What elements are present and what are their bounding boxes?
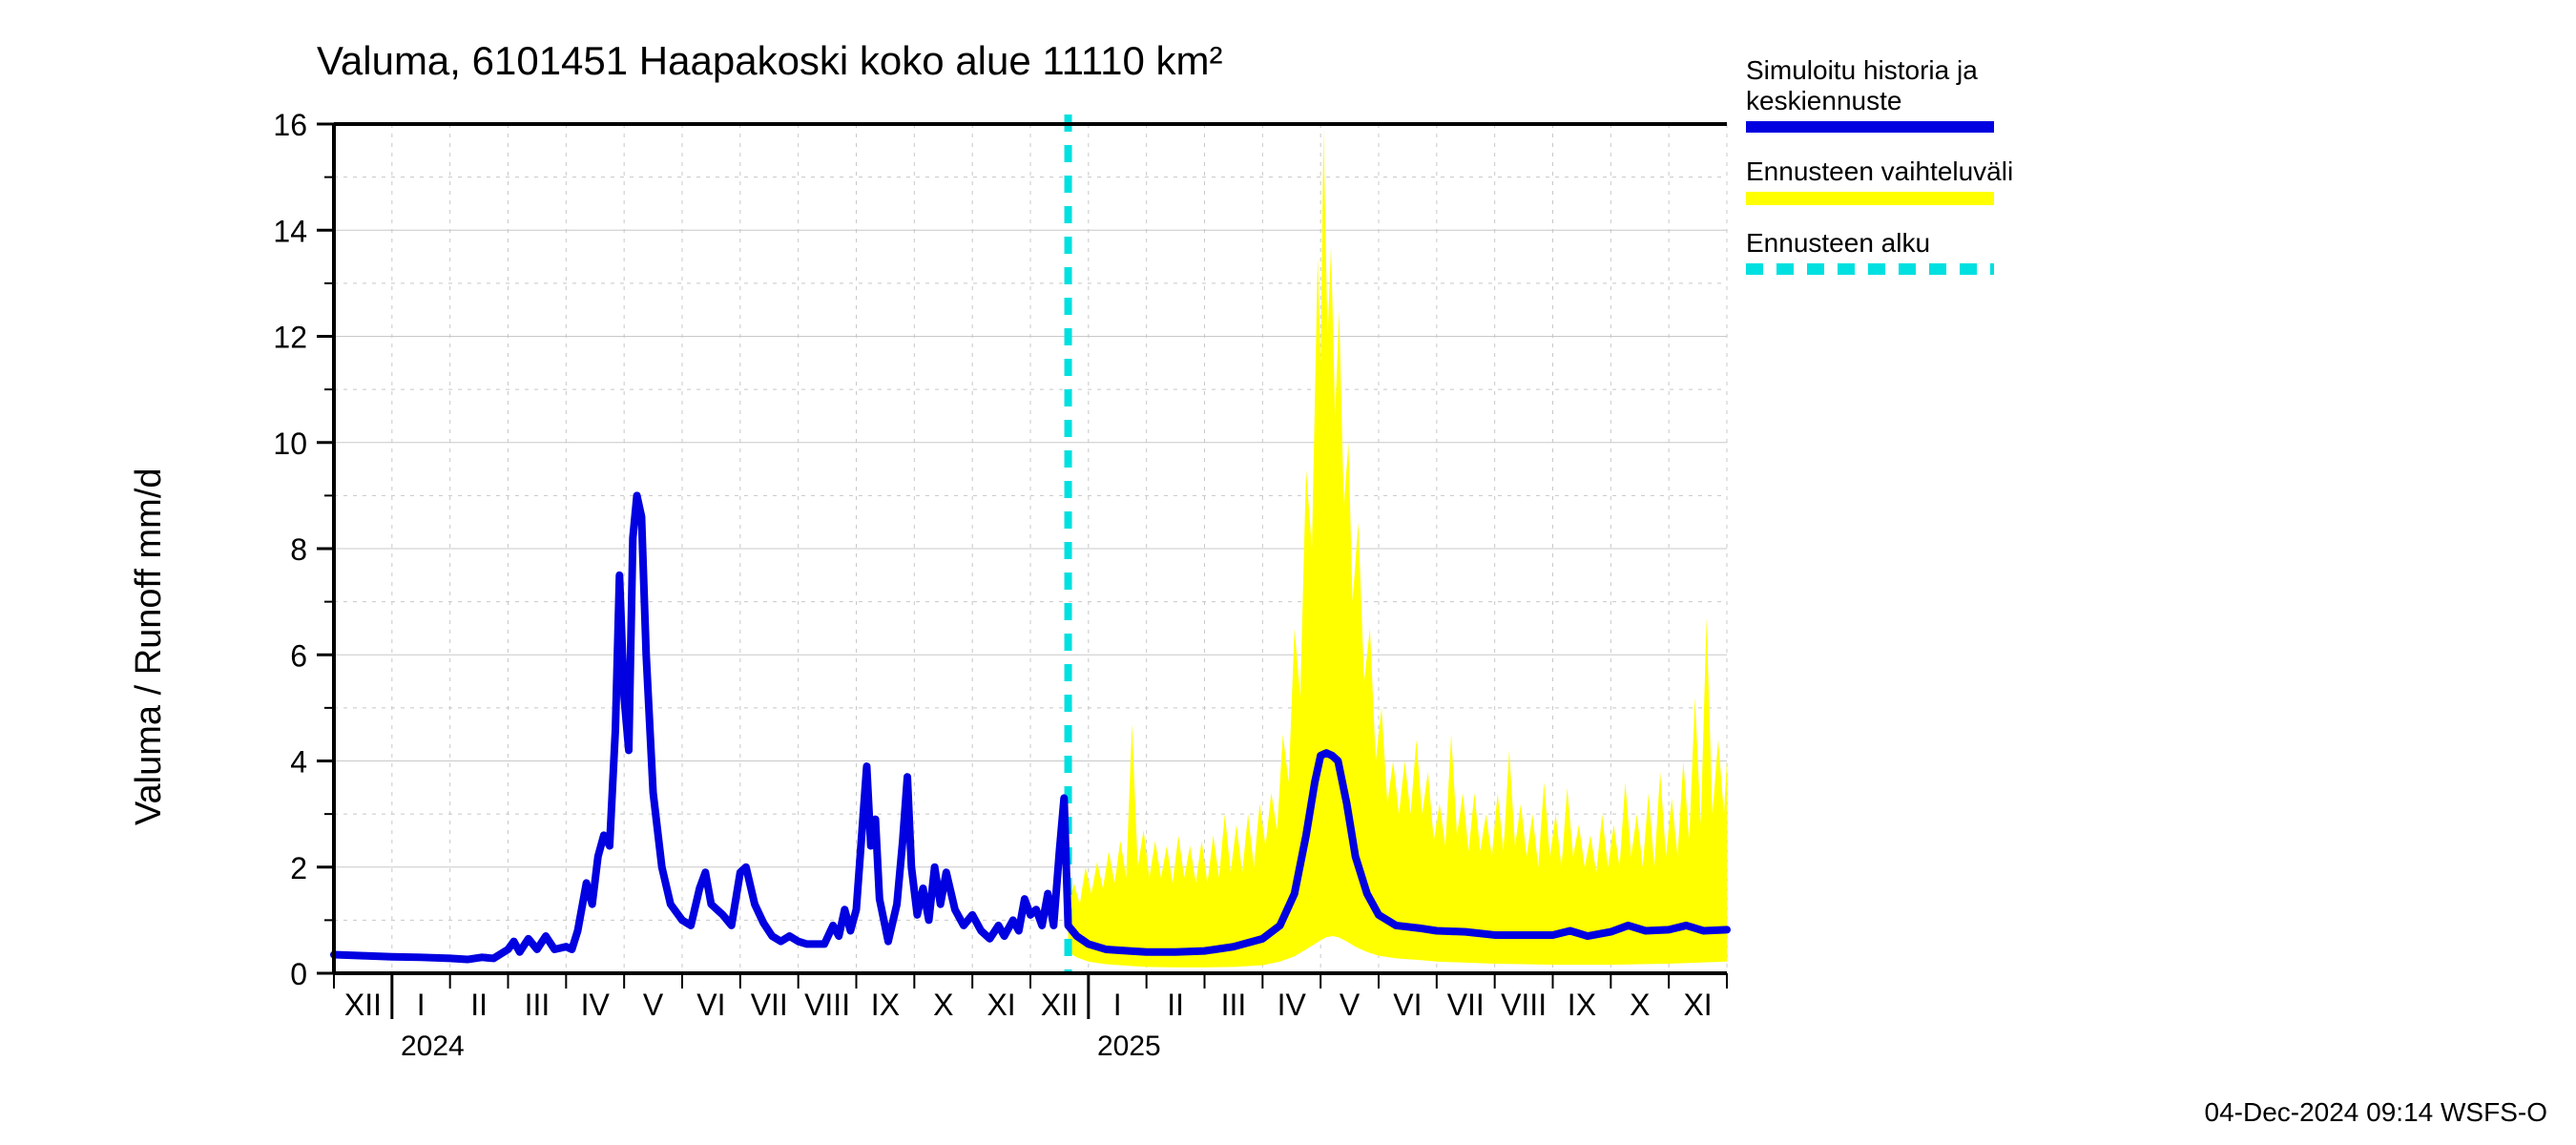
footer-timestamp: 04-Dec-2024 09:14 WSFS-O (2205, 1097, 2548, 1128)
x-year-label: 2024 (401, 1030, 465, 1062)
x-month-label: II (470, 988, 488, 1022)
legend-entry: Simuloitu historia ja keskiennuste (1746, 55, 1994, 137)
legend-label: Ennusteen vaihteluväli (1746, 156, 2013, 187)
x-month-label: III (525, 988, 551, 1022)
chart-title: Valuma, 6101451 Haapakoski koko alue 111… (317, 38, 1222, 84)
x-month-label: I (417, 988, 426, 1022)
plot-svg: 0246810121416XIIIIIIIIIVVVIVIIVIIIIXXXIX… (0, 0, 2576, 1145)
y-tick-label: 14 (273, 214, 307, 248)
x-month-label: III (1221, 988, 1247, 1022)
x-month-label: IV (581, 988, 611, 1022)
y-tick-label: 6 (290, 638, 307, 673)
x-month-label: VIII (1501, 988, 1547, 1022)
y-tick-label: 0 (290, 957, 307, 991)
legend-entry: Ennusteen alku (1746, 228, 1994, 280)
y-tick-label: 4 (290, 745, 307, 780)
x-month-label: XI (1683, 988, 1712, 1022)
x-month-label: XII (1041, 988, 1078, 1022)
y-tick-label: 16 (273, 108, 307, 142)
x-month-label: I (1113, 988, 1122, 1022)
x-month-label: V (643, 988, 664, 1022)
x-year-label: 2025 (1097, 1030, 1161, 1062)
x-month-label: XII (344, 988, 382, 1022)
legend-label: Ennusteen alku (1746, 228, 1994, 259)
legend-swatch (1746, 192, 1994, 209)
x-month-label: IX (1568, 988, 1596, 1022)
y-axis-label: Valuma / Runoff mm/d (129, 468, 170, 825)
x-month-label: VIII (804, 988, 850, 1022)
x-month-label: IV (1278, 988, 1307, 1022)
legend-entry: Ennusteen vaihteluväli (1746, 156, 2013, 208)
chart-container: { "title": "Valuma, 6101451 Haapakoski k… (0, 0, 2576, 1145)
legend-label: Simuloitu historia ja keskiennuste (1746, 55, 1994, 116)
y-tick-label: 2 (290, 851, 307, 885)
x-month-label: IX (871, 988, 900, 1022)
x-month-label: II (1167, 988, 1184, 1022)
legend-swatch (1746, 120, 1994, 137)
x-month-label: X (933, 988, 953, 1022)
x-month-label: XI (987, 988, 1015, 1022)
x-month-label: VII (751, 988, 788, 1022)
legend-swatch (1746, 262, 1994, 280)
x-month-label: VI (696, 988, 725, 1022)
y-tick-label: 10 (273, 427, 307, 461)
x-month-label: VII (1447, 988, 1485, 1022)
y-tick-label: 8 (290, 532, 307, 567)
y-tick-label: 12 (273, 321, 307, 355)
x-month-label: X (1630, 988, 1650, 1022)
x-month-label: VI (1393, 988, 1422, 1022)
x-month-label: V (1340, 988, 1361, 1022)
